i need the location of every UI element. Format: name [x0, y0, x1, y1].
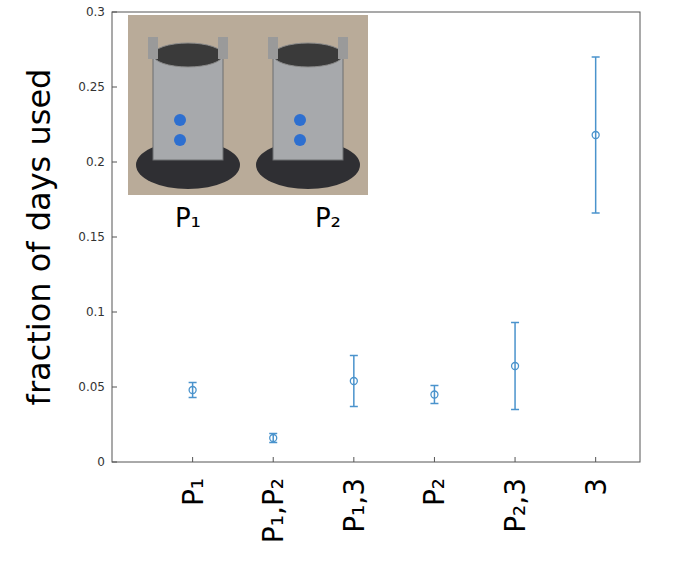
y-tick: [112, 87, 117, 88]
y-tick-label: 0.25: [78, 80, 105, 94]
x-tick: [192, 457, 193, 462]
stove-valve: [294, 134, 306, 146]
inset-label: P₁: [175, 203, 201, 233]
x-tick: [434, 457, 435, 462]
y-tick: [112, 312, 117, 313]
x-tick: [515, 457, 516, 462]
y-axis-title: fraction of days used: [20, 69, 58, 406]
stove-valve: [174, 114, 186, 126]
x-tick-label: P₁,P₂: [257, 478, 290, 543]
stove-top: [153, 43, 223, 67]
point: [431, 391, 438, 398]
photo-bg: [128, 15, 248, 195]
point: [592, 132, 599, 139]
y-tick-label: 0.3: [86, 5, 105, 19]
error-cap: [189, 382, 197, 384]
error-cap: [189, 397, 197, 399]
chart: 0 0.05 0.1 0.15 0.2 0.25 0.3 fraction of days u…: [0, 0, 673, 580]
y-tick-label: 0: [97, 455, 105, 469]
point: [189, 387, 196, 394]
photo-bg: [248, 15, 368, 195]
error-cap: [511, 322, 519, 324]
pot-support: [268, 37, 278, 59]
error-bar: [434, 386, 436, 404]
stove-top: [273, 43, 343, 67]
y-tick-label: 0.15: [78, 230, 105, 244]
inset-label-bg: [128, 195, 368, 237]
x-tick-label: 3: [580, 478, 613, 496]
stove-body: [273, 55, 343, 160]
error-bar: [353, 356, 355, 407]
y-tick-label: 0.05: [78, 380, 105, 394]
x-tick-label: P₁,3: [338, 478, 371, 533]
error-cap: [592, 56, 600, 58]
y-tick: [112, 12, 117, 13]
y-tick: [112, 162, 117, 163]
x-tick: [595, 457, 596, 462]
pot-support: [218, 37, 228, 59]
x-tick-label: P₂: [418, 478, 451, 506]
stove-photo: [128, 15, 248, 195]
error-cap: [430, 403, 438, 405]
data-group: [189, 57, 600, 443]
error-cap: [430, 385, 438, 387]
x-tick: [353, 457, 354, 462]
stove-photo: [248, 15, 368, 195]
stove-valve: [294, 114, 306, 126]
error-cap: [592, 212, 600, 214]
stove-body: [153, 55, 223, 160]
pot-support: [338, 37, 348, 59]
point: [350, 378, 357, 385]
y-tick: [112, 237, 117, 238]
y-tick-label: 0.1: [86, 305, 105, 319]
error-bar: [192, 383, 194, 398]
point: [512, 363, 519, 370]
error-cap: [511, 409, 519, 411]
error-bar: [514, 323, 516, 410]
point: [270, 435, 277, 442]
error-cap: [350, 355, 358, 357]
pot-support: [148, 37, 158, 59]
y-tick-label: 0.2: [86, 155, 105, 169]
error-bar: [595, 57, 597, 213]
x-tick-label: P₂,3: [499, 478, 532, 533]
x-tick: [273, 457, 274, 462]
x-tick-label: P₁: [177, 478, 210, 506]
y-tick: [112, 387, 117, 388]
y-tick: [112, 462, 117, 463]
inset-label: P₂: [315, 203, 341, 233]
stove-valve: [174, 134, 186, 146]
plot-frame: [112, 12, 640, 462]
error-cap: [350, 406, 358, 408]
